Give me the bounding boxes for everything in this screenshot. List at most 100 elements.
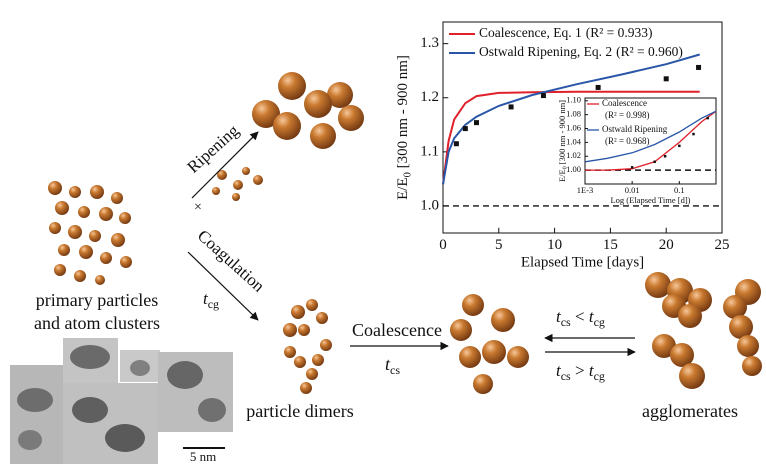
data-point [653, 161, 656, 164]
x-tick-label: 10 [547, 237, 562, 253]
particle [320, 339, 332, 351]
particle [645, 272, 671, 298]
coalescence-label: Coalescence [352, 320, 442, 340]
data-point [706, 117, 709, 120]
x-tick-label: 5 [495, 237, 503, 253]
particle [232, 193, 240, 201]
x-tick-label: 0.1 [674, 185, 685, 195]
particle [212, 187, 220, 195]
charts: 05101520251.01.11.21.3Elapsed Time [days… [395, 22, 729, 270]
data-point [454, 141, 459, 146]
y-tick-label: 1.1 [420, 143, 439, 159]
data-point [631, 166, 634, 169]
particle [300, 382, 312, 394]
y-tick-label: 1.08 [566, 109, 581, 119]
t-cg-label: tcg [203, 289, 219, 311]
particle [491, 308, 515, 332]
y-axis-label: E/E0 [300 nm - 900 nm] [395, 55, 413, 200]
data-point [678, 145, 681, 148]
particle [291, 305, 305, 319]
x-axis-label: Elapsed Time [days] [521, 254, 644, 270]
legend-name: Ostwald Ripening, Eq. 2 [479, 44, 612, 59]
x-tick-label: 1E-3 [577, 185, 594, 195]
legend-r2: (R² = 0.998) [605, 110, 650, 120]
agglomerates-label: agglomerates [642, 401, 738, 421]
data-point [664, 155, 667, 158]
particle [242, 167, 250, 175]
particle [306, 299, 318, 311]
primary-label: and atom clusters [34, 313, 160, 333]
x-tick-label: 0.01 [625, 185, 640, 195]
particle [338, 105, 364, 131]
particle [473, 374, 493, 394]
y-tick-label: 1.3 [420, 35, 439, 51]
primary-label: primary particles [36, 290, 158, 310]
ripening-label: Ripening [183, 121, 242, 177]
y-axis-label-part: [300 nm - 900 nm] [557, 100, 567, 167]
legend-entry: Ostwald Ripening, Eq. 2 (R² = 0.960) [479, 44, 683, 59]
particle [278, 72, 306, 100]
particle [273, 112, 301, 140]
data-point [664, 76, 669, 81]
particle [90, 185, 104, 199]
y-tick-label: 1.02 [566, 150, 581, 160]
x-axis-label: Log (Elapsed Time [d]) [610, 195, 690, 205]
y-tick-label: 1.0 [420, 197, 439, 213]
particle [48, 181, 62, 195]
particle [58, 244, 70, 256]
particle [111, 233, 125, 247]
y-axis-label-part: E/E [557, 169, 567, 182]
particle [312, 354, 324, 366]
times-sign: × [194, 200, 202, 215]
particle [306, 368, 318, 380]
particle [68, 225, 82, 239]
coagulation-label: Coagulation [194, 226, 269, 296]
particle [459, 346, 481, 368]
data-point [474, 120, 479, 125]
data-point [696, 65, 701, 70]
x-tick-label: 15 [603, 237, 618, 253]
particle [79, 245, 93, 259]
particle [74, 270, 86, 282]
particle [298, 324, 310, 336]
particle [462, 294, 484, 316]
particle [120, 256, 132, 268]
dimers-label: particle dimers [246, 401, 353, 421]
particle [233, 180, 243, 190]
particle [678, 304, 702, 328]
data-point [596, 85, 601, 90]
particle [316, 312, 328, 324]
y-tick-label: 1.2 [420, 89, 439, 105]
legend-entry: Coalescence [602, 98, 647, 108]
y-tick-label: 1.06 [566, 122, 581, 132]
particle [283, 323, 297, 337]
particle [89, 230, 101, 242]
scale-bar-label: 5 nm [190, 449, 216, 464]
x-tick-label: 20 [659, 237, 674, 253]
particle [253, 175, 263, 185]
figure: 5 nm Ripening × Coagulation tcg primary … [0, 0, 766, 464]
particle [507, 346, 529, 368]
particle [100, 252, 112, 264]
particle [99, 207, 113, 221]
particle [54, 264, 66, 276]
tem-images: 5 nm [10, 338, 233, 464]
particle [49, 222, 61, 234]
legend-r2: (R² = 0.960) [616, 44, 683, 59]
legend-r2: (R² = 0.968) [605, 136, 650, 146]
y-tick-label: 1.04 [566, 136, 582, 146]
particle [55, 201, 69, 215]
condition-label: tcs > tcg [556, 361, 605, 383]
particle [450, 319, 472, 341]
particle [304, 90, 332, 118]
condition-label: tcs < tcg [556, 307, 605, 329]
particle [284, 346, 296, 358]
particle [111, 192, 123, 204]
data-point [692, 133, 695, 136]
legend-entry: Coalescence, Eq. 1(R² = 0.933) [479, 25, 653, 40]
particle [119, 212, 131, 224]
x-tick-label: 25 [715, 237, 730, 253]
data-point [509, 104, 514, 109]
particle [78, 206, 90, 218]
y-axis-label-part: E/E [395, 177, 411, 200]
